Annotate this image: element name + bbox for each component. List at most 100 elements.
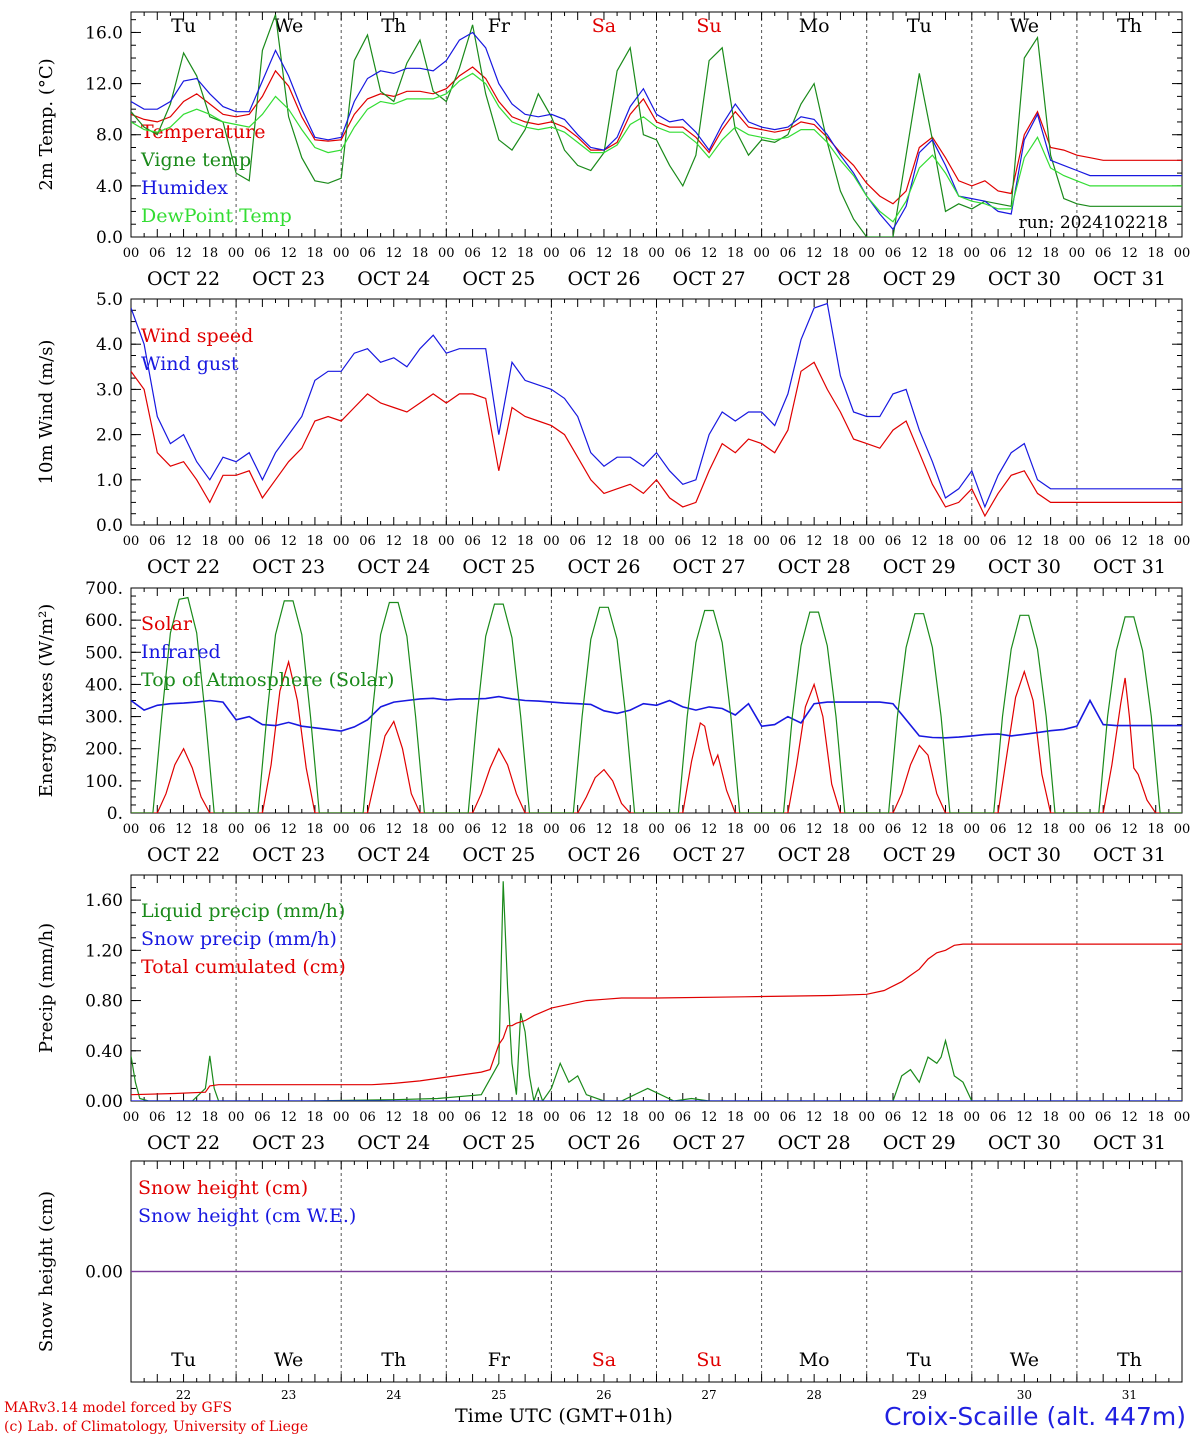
temperature-weekday-label: Th [381, 15, 406, 37]
energy-ytick-label: 200. [85, 740, 123, 760]
precip-ytick-label: 0.40 [85, 1042, 123, 1062]
wind-hour-label: 12 [806, 534, 823, 549]
snow-legend-entry: Snow height (cm) [138, 1177, 308, 1199]
energy-hour-label: 06 [675, 822, 692, 837]
temperature-hour-label: 06 [149, 246, 166, 261]
temperature-frame [130, 11, 1183, 238]
energy-ytick-label: 0. [107, 804, 123, 824]
temperature-date-label: OCT 28 [778, 268, 851, 290]
precip-hour-label: 18 [202, 1110, 219, 1125]
temperature-hour-label: 00 [1174, 246, 1191, 261]
energy-hour-label: 18 [1147, 822, 1164, 837]
energy-hour-label: 06 [885, 822, 902, 837]
energy-ytick-label: 400. [85, 675, 123, 695]
precip-hour-label: 00 [438, 1110, 455, 1125]
wind-hour-label: 00 [333, 534, 350, 549]
precip-hour-label: 18 [937, 1110, 954, 1125]
precip-hour-label: 00 [648, 1110, 665, 1125]
energy-ytick-label: 700. [85, 579, 123, 599]
energy-hour-label: 06 [254, 822, 271, 837]
temperature-hour-label: 06 [885, 246, 902, 261]
wind-hour-label: 06 [780, 534, 797, 549]
snow-daynum-label: 31 [1122, 1388, 1137, 1400]
wind-date-label: OCT 22 [147, 556, 220, 578]
snow-weekday-label: Tu [171, 1349, 196, 1371]
temperature-hour-label: 06 [569, 246, 586, 261]
temperature-hour-label: 06 [990, 246, 1007, 261]
temperature-date-label: OCT 23 [252, 268, 325, 290]
snow-weekday-label: Su [696, 1349, 721, 1371]
snow-daynum-label: 25 [491, 1388, 506, 1400]
temperature-hour-label: 18 [727, 246, 744, 261]
snow-weekday-label: Fr [488, 1349, 511, 1371]
temperature-hour-label: 06 [359, 246, 376, 261]
precip-hour-label: 18 [832, 1110, 849, 1125]
wind-date-label: OCT 24 [357, 556, 430, 578]
temperature-date-label: OCT 26 [567, 268, 640, 290]
wind-date-label: OCT 30 [988, 556, 1061, 578]
energy-legend-entry: Top of Atmosphere (Solar) [141, 669, 394, 691]
wind-hour-label: 06 [675, 534, 692, 549]
wind-hour-label: 06 [990, 534, 1007, 549]
energy-frame [130, 587, 1183, 814]
temperature-weekday-label: Tu [171, 15, 196, 37]
energy-hour-label: 18 [412, 822, 429, 837]
temperature-hour-label: 12 [596, 246, 613, 261]
snow-ylabel: Snow height (cm) [36, 1191, 57, 1352]
wind-hour-label: 12 [1121, 534, 1138, 549]
wind-hour-label: 18 [1042, 534, 1059, 549]
energy-series-line [131, 695, 1182, 739]
temperature-date-label: OCT 29 [883, 268, 956, 290]
model-credit: MARv3.14 model forced by GFS [4, 1400, 233, 1416]
precip-hour-label: 12 [491, 1110, 508, 1125]
precip-ytick-label: 0.00 [85, 1092, 123, 1112]
wind-hour-label: 18 [307, 534, 324, 549]
temperature-weekday-label: Th [1117, 15, 1142, 37]
wind-hour-label: 06 [1095, 534, 1112, 549]
snow-daynum-label: 27 [701, 1388, 716, 1400]
precip-date-label: OCT 26 [567, 1132, 640, 1154]
energy-ytick-label: 500. [85, 643, 123, 663]
energy-date-label: OCT 28 [778, 844, 851, 866]
snow-daynum-label: 23 [281, 1388, 296, 1400]
energy-hour-label: 00 [333, 822, 350, 837]
precip-ytick-label: 1.20 [85, 941, 123, 961]
precip-hour-label: 00 [858, 1110, 875, 1125]
wind-series-line [131, 302, 1182, 509]
precip-hour-label: 12 [1016, 1110, 1033, 1125]
temperature-hour-label: 12 [1121, 246, 1138, 261]
energy-hour-label: 18 [727, 822, 744, 837]
wind-hour-label: 06 [464, 534, 481, 549]
energy-legend-entry: Infrared [141, 641, 221, 663]
wind-hour-label: 00 [123, 534, 140, 549]
wind-legend-entry: Wind speed [141, 325, 253, 347]
meteogram-chart: 0.0 4.0 8.0 12.0 16.0 2m Temp. (°C) 00 06 12 18 OC… [36, 11, 1191, 1400]
temperature-weekday-label: Fr [488, 15, 511, 37]
temperature-date-label: OCT 24 [357, 268, 430, 290]
wind-legend-entry: Wind gust [141, 353, 239, 375]
temperature-hour-label: 00 [964, 246, 981, 261]
precip-hour-label: 00 [543, 1110, 560, 1125]
precip-hour-label: 18 [1042, 1110, 1059, 1125]
wind-date-label: OCT 31 [1093, 556, 1166, 578]
temperature-weekday-label: Sa [592, 15, 616, 37]
wind-hour-label: 00 [648, 534, 665, 549]
precip-hour-label: 00 [753, 1110, 770, 1125]
energy-legend-entry: Solar [141, 613, 193, 635]
energy-hour-label: 06 [464, 822, 481, 837]
temperature-hour-label: 18 [517, 246, 534, 261]
energy-hour-label: 18 [832, 822, 849, 837]
snow-daynum-label: 26 [596, 1388, 611, 1400]
energy-date-label: OCT 29 [883, 844, 956, 866]
energy-hour-label: 12 [911, 822, 928, 837]
precip-hour-label: 18 [307, 1110, 324, 1125]
temperature-date-label: OCT 31 [1093, 268, 1166, 290]
temperature-ytick-label: 4.0 [96, 177, 123, 197]
wind-hour-label: 12 [280, 534, 297, 549]
precip-hour-label: 06 [780, 1110, 797, 1125]
energy-hour-label: 06 [780, 822, 797, 837]
wind-hour-label: 12 [596, 534, 613, 549]
energy-hour-label: 00 [1069, 822, 1086, 837]
energy-hour-label: 00 [228, 822, 245, 837]
temperature-ytick-label: 0.0 [96, 228, 123, 248]
